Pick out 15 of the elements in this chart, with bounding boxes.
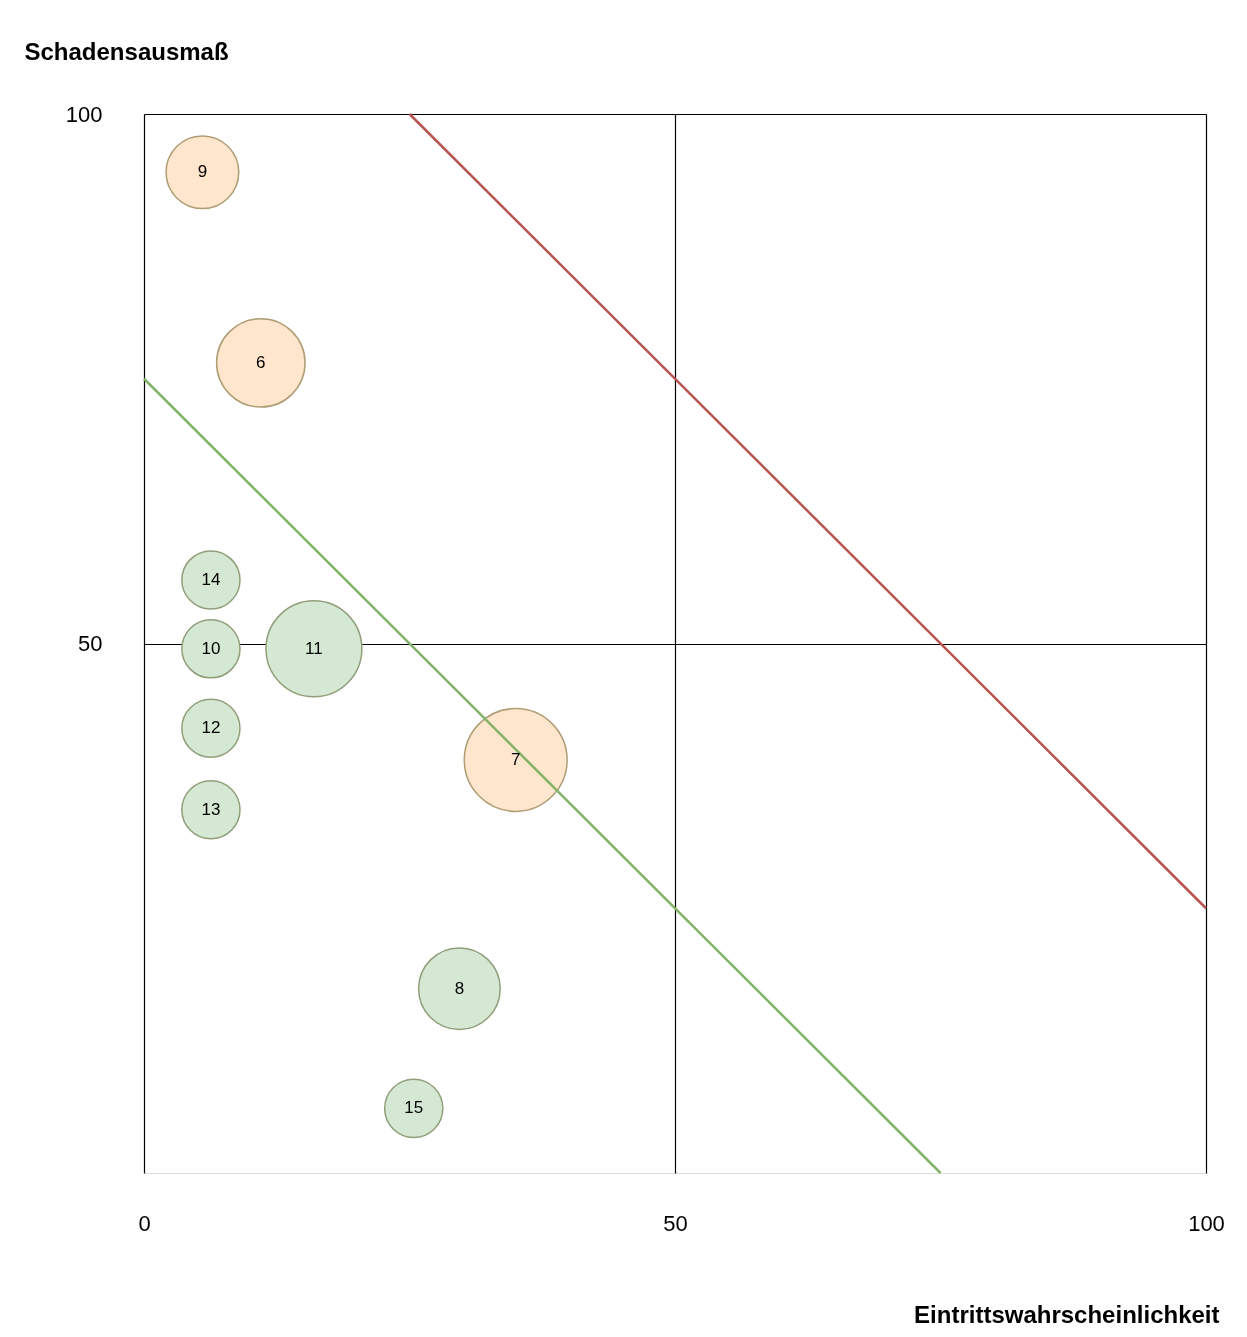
annotation: 9 <box>197 162 208 182</box>
x-tick-label: 100 <box>1188 1210 1225 1236</box>
y-axis-title: Schadensausmaß <box>24 37 229 65</box>
annotation: 10 <box>201 638 221 658</box>
annotation: 14 <box>201 569 221 589</box>
annotation: 6 <box>256 352 266 372</box>
annotation: 7 <box>510 749 521 769</box>
x-tick-label: 50 <box>663 1210 688 1236</box>
x-tick-label: 0 <box>138 1210 151 1236</box>
annotation: 12 <box>201 718 221 738</box>
annotation: 15 <box>404 1098 424 1118</box>
annotation: 11 <box>305 638 323 658</box>
annotation: 13 <box>201 799 221 819</box>
x-axis-title: Eintrittswahrscheinlichkeit <box>914 1300 1220 1328</box>
annotation: 8 <box>454 978 465 998</box>
